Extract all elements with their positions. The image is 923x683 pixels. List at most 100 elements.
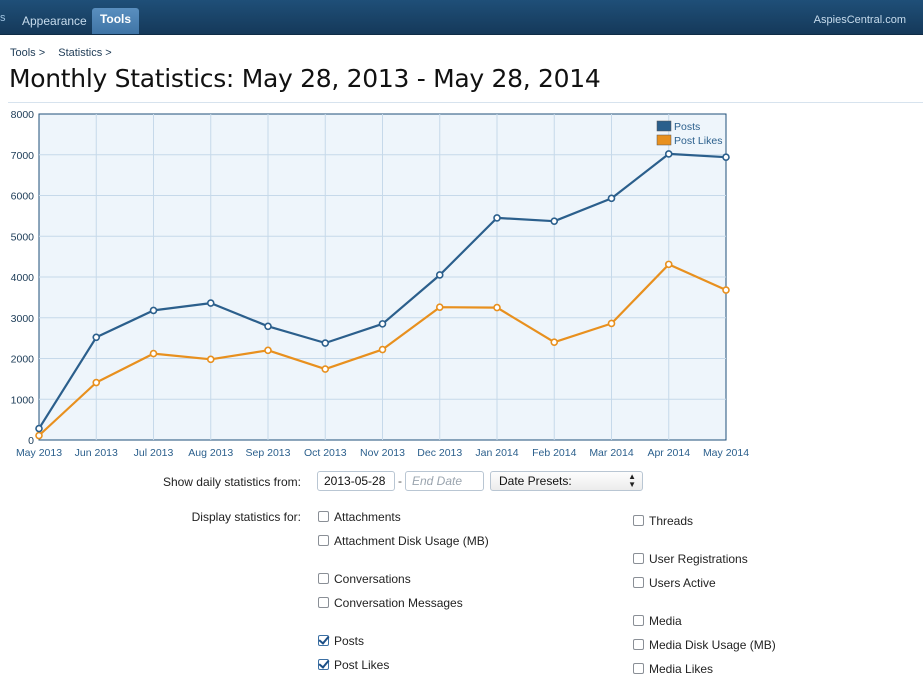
checkbox-posts[interactable]: Posts <box>318 633 364 649</box>
checkbox-box[interactable] <box>318 635 329 646</box>
checkbox-label: Attachment Disk Usage (MB) <box>334 534 489 548</box>
x-tick-label: Apr 2014 <box>647 447 690 459</box>
x-tick-label: Aug 2013 <box>188 447 233 459</box>
breadcrumb-tools[interactable]: Tools > <box>10 47 46 59</box>
checkbox-box[interactable] <box>318 659 329 670</box>
checkbox-box[interactable] <box>633 553 644 564</box>
checkbox-label: Attachments <box>334 510 401 524</box>
checkbox-media-disk-usage[interactable]: Media Disk Usage (MB) <box>633 637 776 653</box>
select-arrows-icon: ▲ ▼ <box>628 472 636 489</box>
legend-label: Posts <box>674 121 700 133</box>
data-point <box>664 150 673 158</box>
title-divider <box>8 102 923 103</box>
start-date-input[interactable]: 2013-05-28 <box>317 471 395 491</box>
y-tick-label: 6000 <box>11 191 35 203</box>
data-point <box>149 349 158 358</box>
legend-swatch <box>656 134 672 146</box>
checkbox-box[interactable] <box>633 615 644 626</box>
checkbox-box[interactable] <box>633 577 644 588</box>
y-tick-label: 1000 <box>11 394 35 406</box>
statistics-line-chart: 0 1000 2000 3000 4000 5000 6000 7000 8000 May 20… <box>11 109 750 459</box>
checkbox-label: Conversation Messages <box>334 596 463 610</box>
checkbox-label: Conversations <box>334 572 411 586</box>
x-tick-label: Jun 2013 <box>75 447 118 459</box>
checkbox-label: Users Active <box>649 576 716 590</box>
data-point <box>607 194 616 203</box>
data-point <box>206 299 215 307</box>
y-tick-label: 2000 <box>11 354 35 366</box>
data-point <box>722 286 730 294</box>
data-point <box>722 153 730 161</box>
checkbox-attachments[interactable]: Attachments <box>318 509 401 525</box>
data-point <box>35 424 43 433</box>
data-point <box>550 338 559 346</box>
checkbox-box[interactable] <box>633 639 644 650</box>
checkbox-threads[interactable]: Threads <box>633 513 693 529</box>
x-tick-label: Jan 2014 <box>475 447 518 459</box>
data-point <box>493 214 501 222</box>
daily-stats-label: Show daily statistics from: <box>162 475 301 489</box>
date-presets-label: Date Presets: <box>499 474 572 488</box>
breadcrumb-statistics[interactable]: Statistics > <box>58 47 112 59</box>
date-presets-select[interactable]: Date Presets: ▲ ▼ <box>490 471 643 491</box>
checkbox-users-active[interactable]: Users Active <box>633 575 716 591</box>
x-tick-label: May 2013 <box>16 447 62 459</box>
x-tick-label: Mar 2014 <box>589 447 634 459</box>
tab-tools[interactable]: Tools <box>92 8 139 34</box>
end-date-input[interactable]: End Date <box>405 471 484 491</box>
data-point <box>92 378 101 387</box>
page-title: Monthly Statistics: May 28, 2013 - May 2… <box>9 64 601 93</box>
data-point <box>378 345 387 354</box>
checkbox-label: User Registrations <box>649 552 748 566</box>
data-point <box>35 431 43 440</box>
checkbox-post-likes[interactable]: Post Likes <box>318 657 389 673</box>
checkbox-label: Media <box>649 614 682 628</box>
y-tick-label: 3000 <box>11 313 35 325</box>
nav-tab-partial[interactable]: s <box>0 12 6 24</box>
data-point <box>92 333 101 342</box>
checkbox-conversation-messages[interactable]: Conversation Messages <box>318 595 463 611</box>
y-tick-label: 0 <box>28 435 34 447</box>
tab-appearance[interactable]: Appearance <box>22 14 87 28</box>
x-tick-label: Feb 2014 <box>532 447 577 459</box>
checkbox-label: Media Likes <box>649 662 714 676</box>
data-point <box>206 355 215 364</box>
top-nav-bar: s Appearance Tools AspiesCentral.com <box>0 0 923 35</box>
checkbox-label: Posts <box>334 634 365 648</box>
data-point <box>321 339 330 347</box>
y-tick-label: 7000 <box>11 150 35 162</box>
checkbox-box[interactable] <box>633 663 644 674</box>
data-point <box>321 365 330 373</box>
date-separator: - <box>398 474 402 488</box>
x-tick-label: Jul 2013 <box>134 447 174 459</box>
checkbox-media[interactable]: Media <box>633 613 682 629</box>
data-point <box>550 217 559 225</box>
site-home-link[interactable]: AspiesCentral.com <box>813 14 906 26</box>
checkbox-label: Post Likes <box>334 658 390 672</box>
x-tick-label: Oct 2013 <box>304 447 347 459</box>
checkbox-box[interactable] <box>318 597 329 608</box>
display-stats-label: Display statistics for: <box>191 510 301 524</box>
checkbox-user-registrations[interactable]: User Registrations <box>633 551 748 567</box>
data-point <box>435 271 444 279</box>
x-tick-label: May 2014 <box>703 447 749 459</box>
checkbox-box[interactable] <box>633 515 644 526</box>
data-point <box>264 322 272 331</box>
checkbox-box[interactable] <box>318 573 329 584</box>
data-point <box>664 260 673 269</box>
checkbox-conversations[interactable]: Conversations <box>318 571 411 587</box>
data-point <box>435 303 444 311</box>
checkbox-box[interactable] <box>318 535 329 546</box>
checkbox-attachment-disk-usage[interactable]: Attachment Disk Usage (MB) <box>318 533 489 549</box>
checkbox-media-likes[interactable]: Media Likes <box>633 661 713 677</box>
breadcrumb: Tools > Statistics > <box>10 47 122 59</box>
data-point <box>493 303 501 312</box>
x-tick-label: Sep 2013 <box>246 447 291 459</box>
data-point <box>264 346 272 355</box>
checkbox-box[interactable] <box>318 511 329 522</box>
y-tick-label: 5000 <box>11 231 35 243</box>
x-tick-label: Nov 2013 <box>360 447 405 459</box>
data-point <box>149 306 158 315</box>
legend-swatch <box>656 120 672 132</box>
checkbox-label: Media Disk Usage (MB) <box>649 638 776 652</box>
